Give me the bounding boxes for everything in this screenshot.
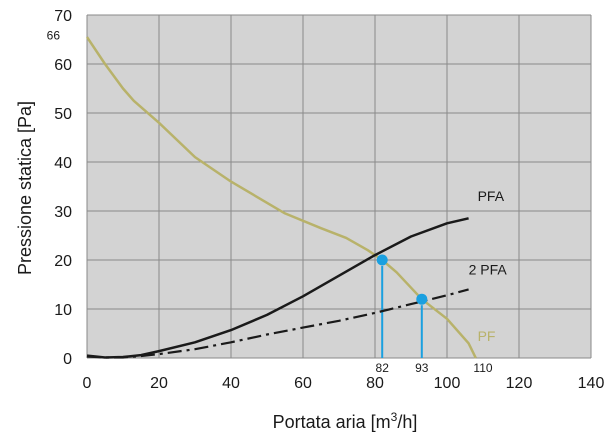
series-labels: PFA 2 PFA PF (469, 188, 508, 344)
x-tick-label: 80 (366, 375, 384, 392)
series-label: PF (478, 328, 496, 344)
annotations: 66 82 93 110 (47, 29, 493, 375)
series-label: PFA (478, 188, 505, 204)
y-tick-label: 0 (63, 351, 72, 368)
x-axis-label-superscript: 3 (391, 410, 398, 424)
x-axis-label: Portata aria [m3/h] (273, 410, 418, 432)
series-line-2-pfa (86, 288, 469, 359)
y-tick-label: 30 (54, 204, 72, 221)
curves (85, 36, 477, 359)
y-axis-label: Pressione statica [Pa] (15, 101, 35, 275)
x-tick-label: 0 (83, 375, 92, 392)
x-annotation-110: 110 (473, 361, 492, 375)
y-tick-label: 40 (54, 155, 72, 172)
y-tick-label: 50 (54, 106, 72, 123)
x-tick-label: 60 (294, 375, 312, 392)
y-tick-label: 10 (54, 302, 72, 319)
y-tick-labels: 0 10 20 30 40 50 60 70 (54, 8, 72, 368)
plot-background (87, 15, 591, 358)
x-tick-label: 100 (434, 375, 461, 392)
operating-point (416, 293, 428, 305)
operating-point (376, 254, 388, 266)
x-tick-label: 20 (150, 375, 168, 392)
x-tick-labels: 0 20 40 60 80 100 120 140 (83, 375, 605, 392)
x-tick-label: 120 (506, 375, 533, 392)
y-tick-label: 20 (54, 253, 72, 270)
y-tick-label: 70 (54, 8, 72, 25)
operating-points (376, 254, 428, 305)
x-tick-label: 40 (222, 375, 240, 392)
y-annotation-66: 66 (47, 29, 61, 43)
y-tick-label: 60 (54, 57, 72, 74)
series-label: 2 PFA (469, 262, 508, 278)
x-tick-label: 140 (578, 375, 605, 392)
x-annotation-93: 93 (415, 361, 429, 375)
grid (86, 14, 592, 359)
x-annotation-82: 82 (376, 361, 390, 375)
series-line-pf (85, 36, 477, 359)
